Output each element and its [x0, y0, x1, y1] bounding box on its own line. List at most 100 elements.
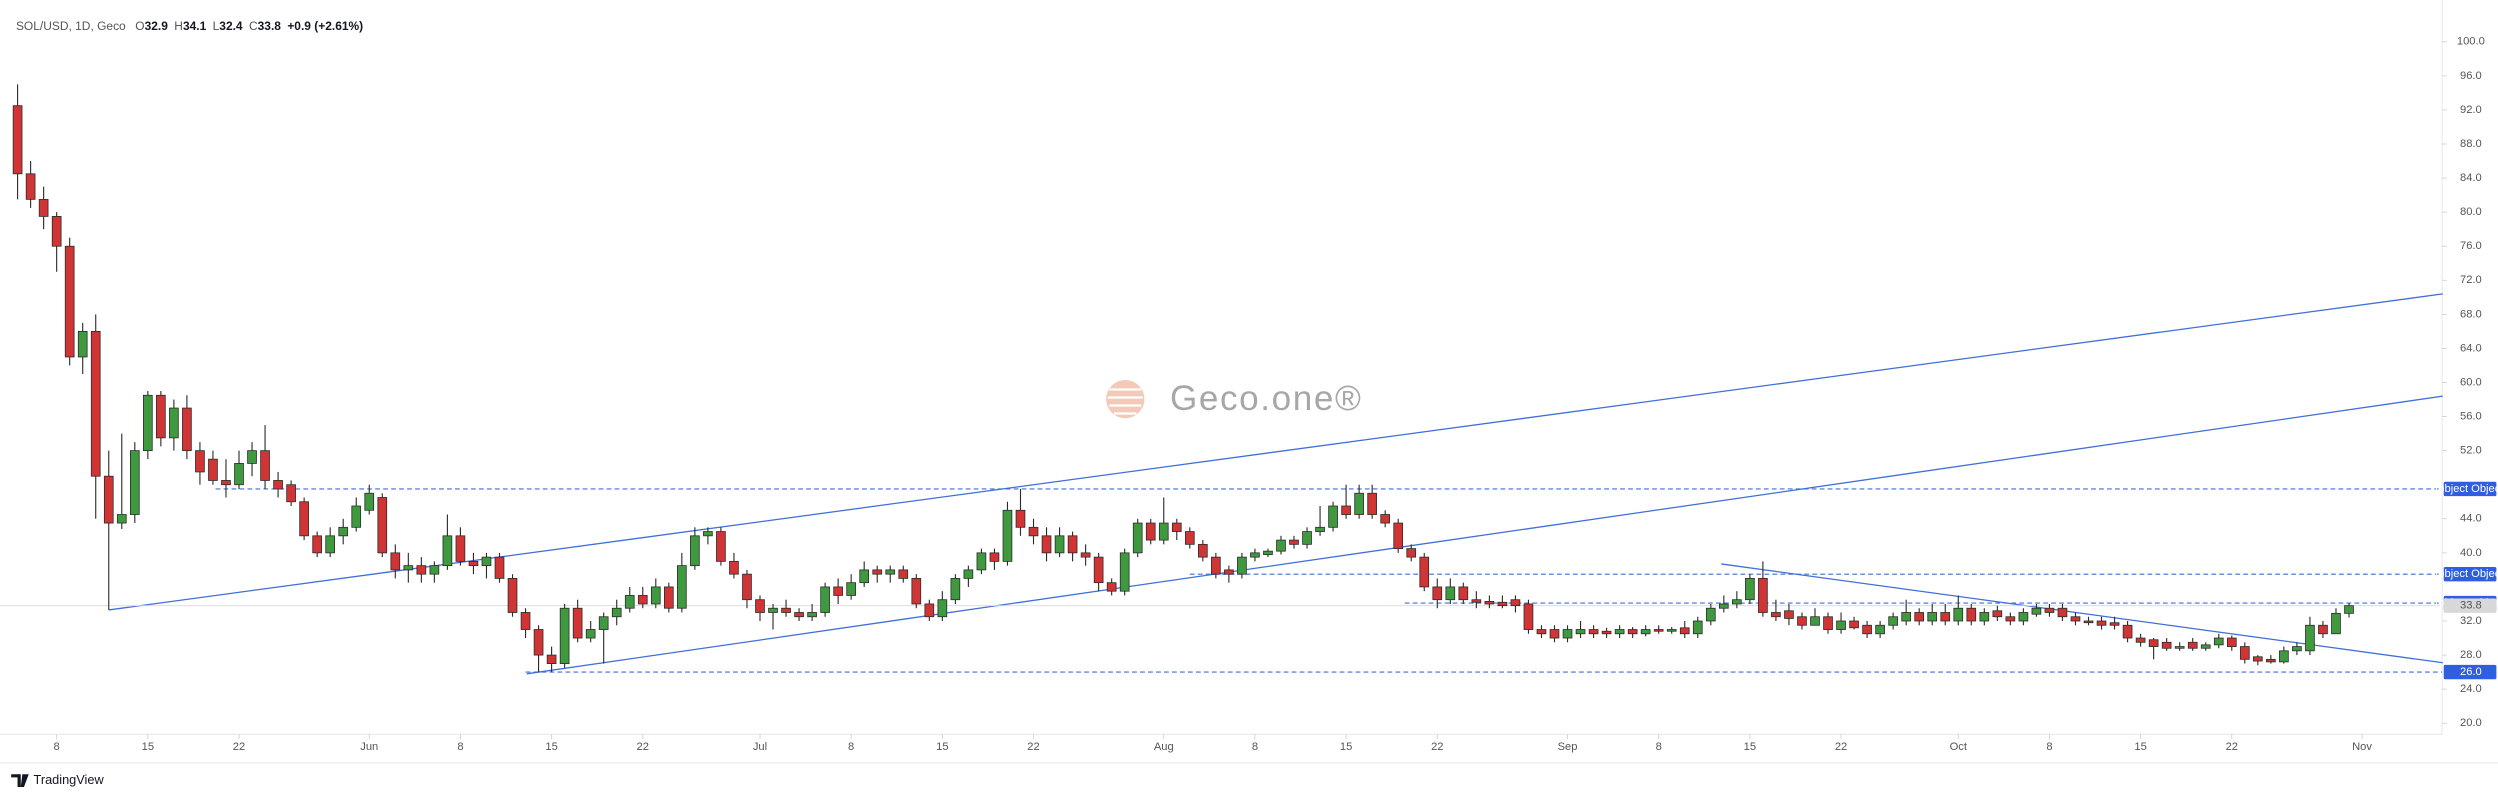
- candle-body: [1784, 610, 1794, 619]
- x-tick-label: Nov: [2352, 741, 2372, 753]
- y-tick-label: 24.0: [2460, 683, 2482, 695]
- y-tick-label: 76.0: [2460, 240, 2482, 252]
- candle-body: [1354, 492, 1364, 515]
- candle-body: [1250, 552, 1260, 558]
- x-tick-label: 8: [457, 741, 463, 753]
- candle-body: [377, 497, 388, 554]
- y-tick-label: 60.0: [2460, 376, 2482, 388]
- candle-body: [2135, 637, 2146, 643]
- candle-body: [1927, 612, 1938, 622]
- candle-body: [1510, 599, 1521, 607]
- trendline: [1721, 563, 2443, 664]
- candle-body: [182, 407, 192, 452]
- candle-body: [1041, 535, 1052, 554]
- watermark-logo-stripes: [1107, 388, 1143, 415]
- candle-body: [950, 578, 961, 601]
- candle-body: [1458, 586, 1469, 601]
- level-label: [object Object]: [2435, 568, 2498, 580]
- candle-body: [507, 578, 518, 613]
- x-tick-label: 15: [1744, 741, 1756, 753]
- candle-body: [1276, 539, 1286, 552]
- candle-body: [1575, 629, 1586, 635]
- candle-body: [1601, 630, 1612, 635]
- candle-body: [2331, 612, 2341, 635]
- candle-body: [1979, 612, 1990, 622]
- candle-body: [1484, 601, 1495, 605]
- y-tick-label: 92.0: [2460, 104, 2482, 116]
- candle-body: [90, 330, 101, 477]
- x-tick-label: Jun: [360, 741, 378, 753]
- candle-body: [885, 569, 896, 575]
- candle-body: [25, 173, 36, 200]
- x-tick-label: 8: [848, 741, 854, 753]
- candle-body: [2057, 607, 2068, 618]
- candle-body: [924, 603, 935, 618]
- candle-body: [1966, 607, 1977, 622]
- candle-body: [455, 535, 466, 562]
- x-tick-label: 15: [936, 741, 948, 753]
- candle-body: [2213, 637, 2224, 646]
- candle-body: [1692, 620, 1703, 635]
- tv-logo-mark: [11, 774, 29, 787]
- candle-body: [103, 475, 114, 524]
- candle-body: [833, 586, 843, 596]
- candle-body: [1093, 556, 1104, 584]
- candle-body: [234, 463, 244, 486]
- candle-body: [2174, 646, 2185, 649]
- candle-body: [2226, 637, 2237, 647]
- candle-body: [221, 480, 231, 486]
- candle-body: [677, 565, 687, 609]
- x-tick-label: 22: [637, 741, 649, 753]
- candle-body: [1341, 505, 1351, 515]
- candle-body: [781, 607, 791, 613]
- candle-body: [2266, 658, 2276, 663]
- level-label-bg: [2443, 566, 2497, 582]
- header-change: +0.9 (+2.61%): [287, 19, 363, 33]
- ohlc-value: 32.9: [145, 19, 169, 33]
- candle-body: [2305, 624, 2315, 652]
- candle-body: [2161, 641, 2172, 649]
- candle-body: [2018, 612, 2029, 622]
- level-label: [object Object]: [2435, 483, 2498, 495]
- last-price-label: 33.8: [2460, 600, 2482, 612]
- level-label-bg: [2443, 664, 2497, 680]
- x-tick-label: 8: [1252, 741, 1258, 753]
- candle-body: [1679, 627, 1690, 635]
- candle-body: [129, 450, 140, 515]
- y-tick-label: 56.0: [2460, 411, 2482, 423]
- candle-body: [1445, 586, 1456, 601]
- candle-body: [390, 552, 401, 571]
- candle-body: [1523, 603, 1534, 630]
- candle-body: [1367, 492, 1377, 515]
- candle-body: [1588, 629, 1599, 635]
- candle-body: [1718, 603, 1729, 609]
- candle-body: [963, 569, 974, 579]
- candle-body: [116, 514, 127, 524]
- candle-body: [1171, 522, 1182, 532]
- tv-logo: TradingView: [11, 772, 104, 787]
- candle-body: [12, 105, 23, 175]
- candle-body: [559, 607, 570, 664]
- candle-body: [338, 526, 349, 537]
- y-tick-label: 44.0: [2460, 513, 2482, 525]
- candle-body: [273, 480, 283, 490]
- y-tick-label: 20.0: [2460, 717, 2482, 729]
- candle-body: [325, 535, 336, 554]
- x-tick-label: Oct: [1950, 741, 1968, 753]
- ohlc-value: 32.4: [219, 19, 243, 33]
- candle-body: [1771, 612, 1781, 618]
- ohlc-prefix: C: [249, 19, 258, 33]
- candle-body: [1666, 629, 1677, 632]
- y-tick-label: 88.0: [2460, 138, 2482, 150]
- candle-body: [898, 569, 909, 579]
- candle-body: [1263, 550, 1273, 555]
- candle-body: [1653, 629, 1664, 632]
- x-tick-label: 8: [54, 741, 60, 753]
- candle-body: [794, 612, 804, 618]
- candle-body: [312, 535, 322, 554]
- candle-body: [1080, 552, 1091, 558]
- level-label-bg: [2443, 481, 2497, 497]
- candle-body: [572, 607, 583, 639]
- candle-body: [286, 484, 296, 503]
